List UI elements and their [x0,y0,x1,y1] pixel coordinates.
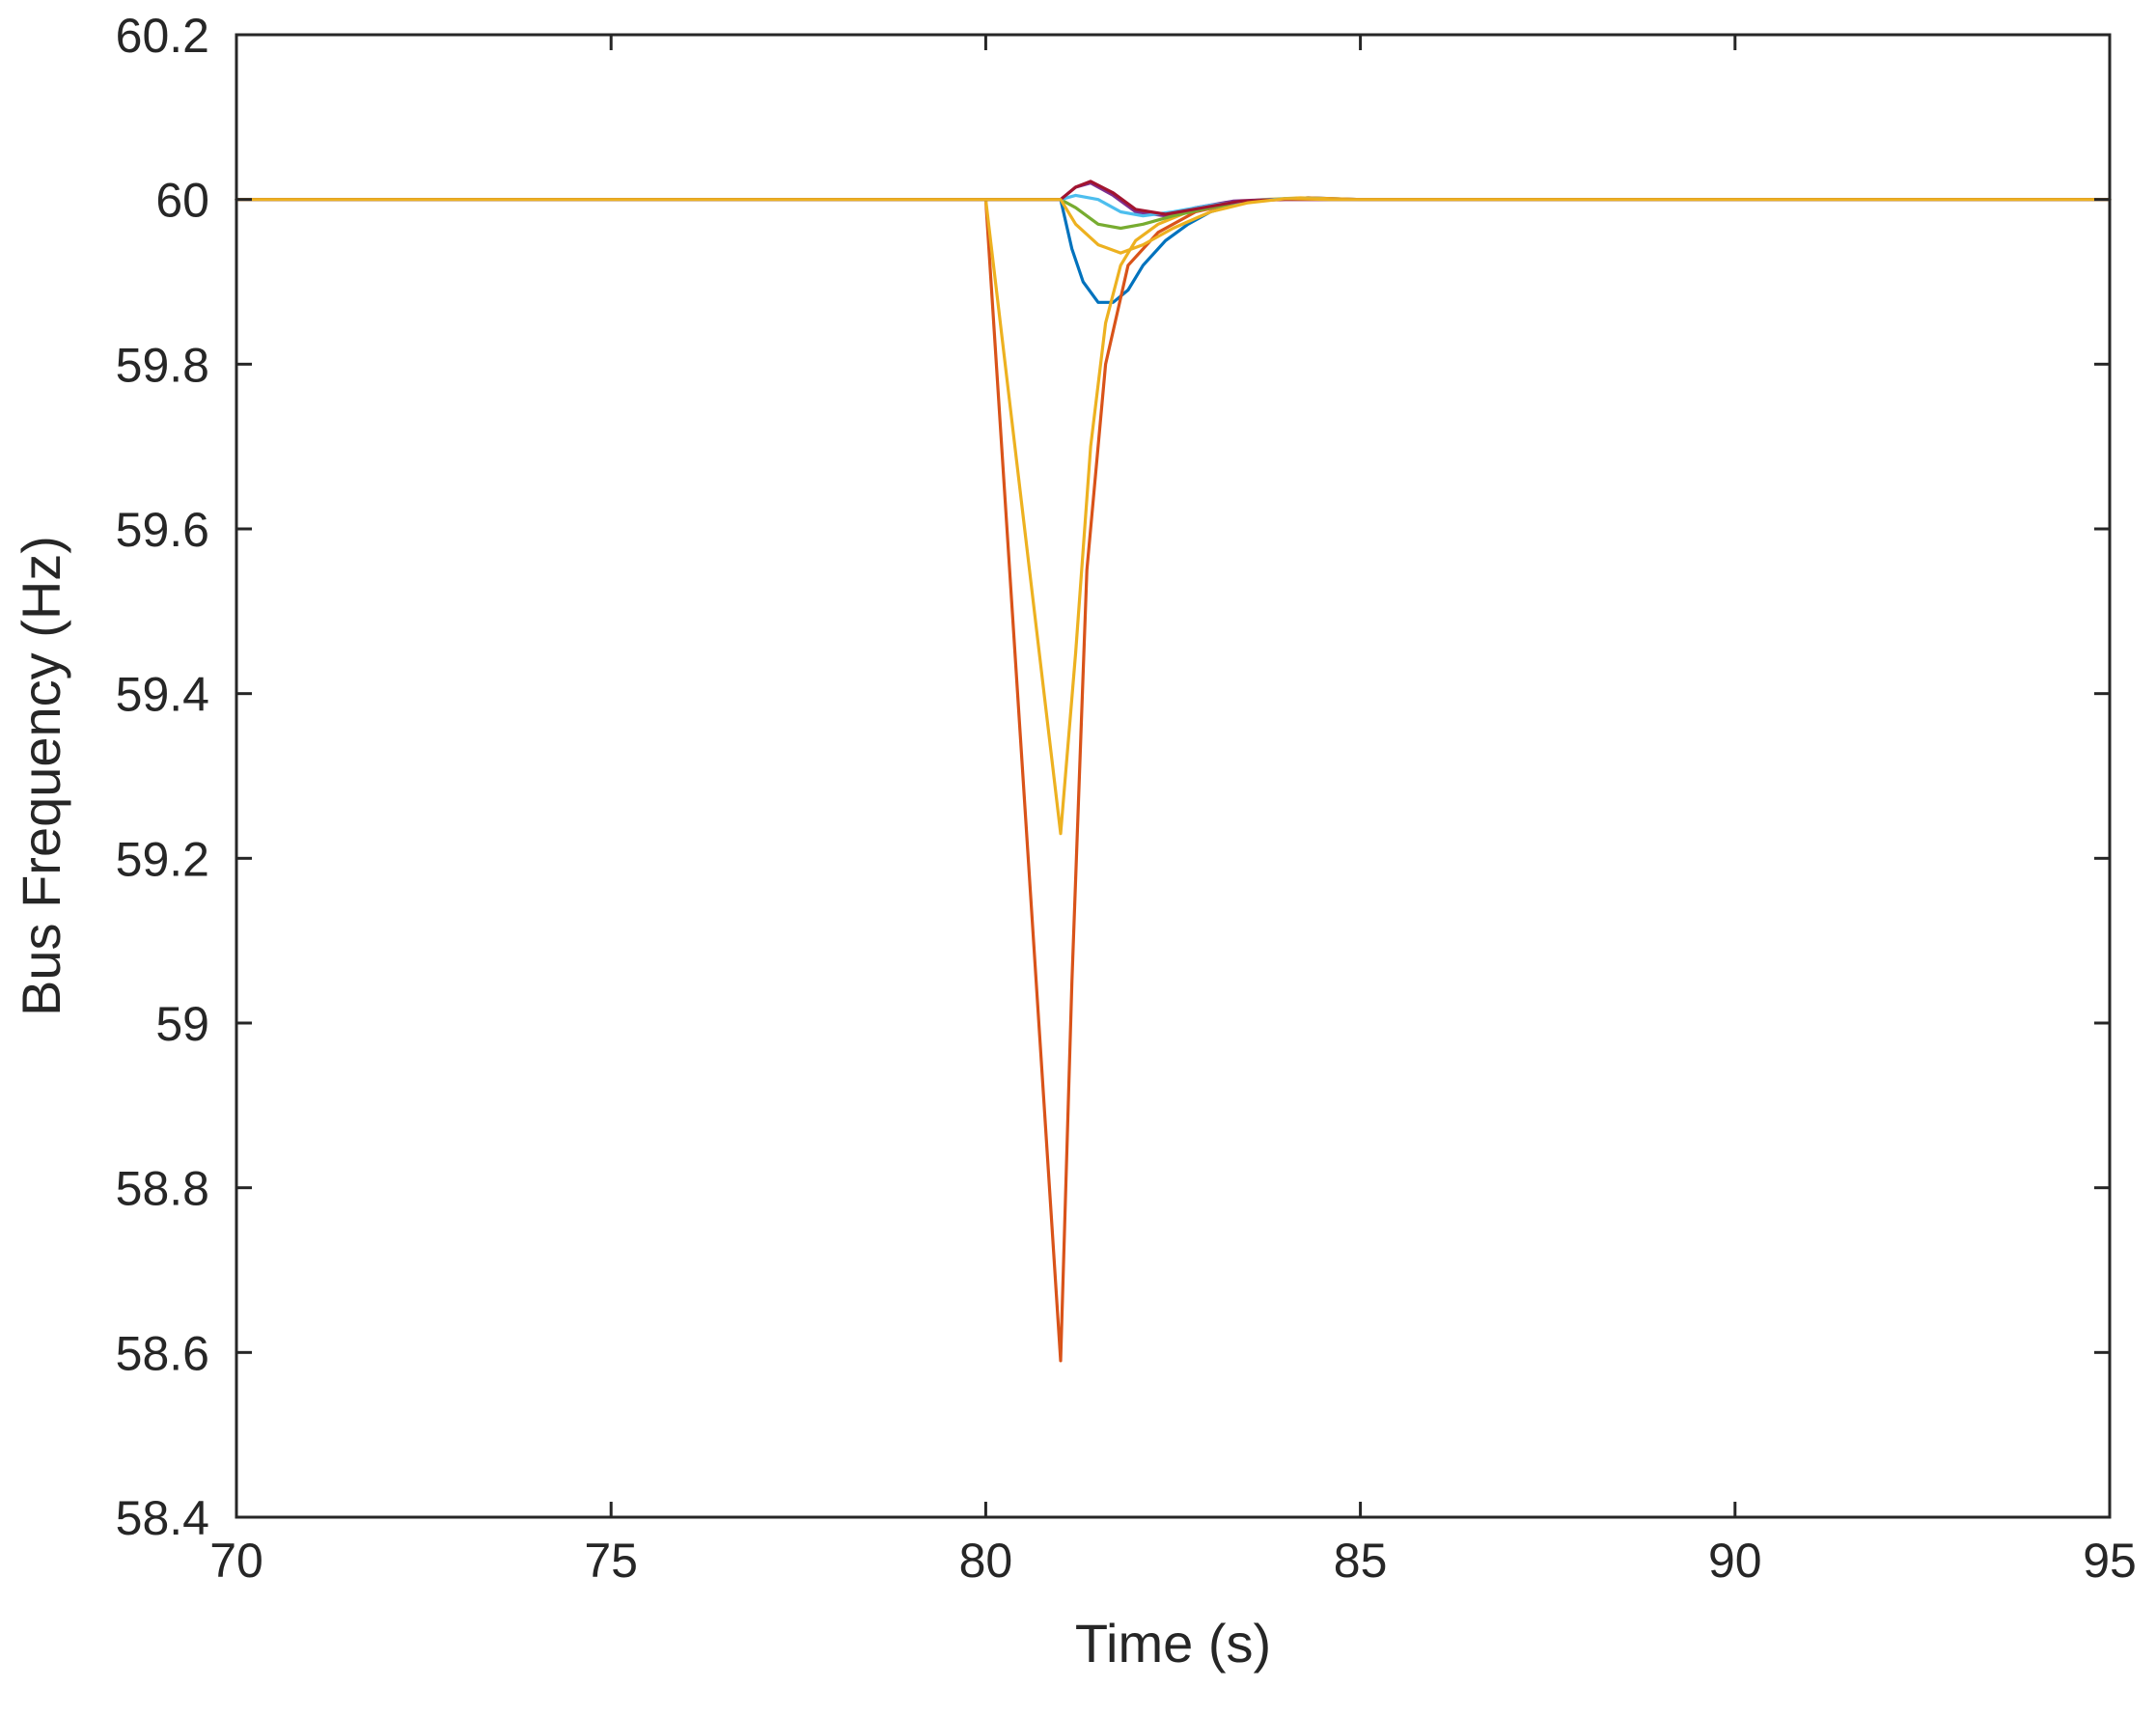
plot-frame [235,33,2112,1519]
y-tick-label: 58.6 [116,1326,209,1380]
tick-label-layer: 70 75 80 85 90 95 58.4 58.6 58.8 59 59.2 59.4 59.6 59… [116,9,2137,1588]
y-tick-label: 59.2 [116,832,209,886]
x-tick-label: 85 [1334,1534,1388,1588]
x-tick-label: 90 [1708,1534,1762,1588]
y-tick-label: 59 [155,997,209,1051]
series-line-7 [235,180,2112,216]
y-tick-label: 58.8 [116,1162,209,1216]
x-tick-label: 75 [584,1534,638,1588]
x-tick-label: 80 [959,1534,1013,1588]
tick-layer [235,33,2112,1519]
series-layer [235,180,2112,1363]
x-axis-label: Time (s) [1075,1613,1271,1674]
y-tick-label: 59.4 [116,668,209,722]
y-tick-label: 59.6 [116,503,209,557]
series-line-8 [235,197,2112,255]
x-tick-label: 95 [2083,1534,2137,1588]
series-line-2 [235,196,2112,1363]
y-tick-label: 58.4 [116,1491,209,1545]
series-line-3 [235,196,2112,836]
y-tick-label: 60 [155,174,209,228]
y-tick-label: 59.8 [116,338,209,392]
y-tick-label: 60.2 [116,9,209,63]
y-axis-label: Bus Frequency (Hz) [11,536,71,1016]
x-tick-label: 70 [209,1534,263,1588]
